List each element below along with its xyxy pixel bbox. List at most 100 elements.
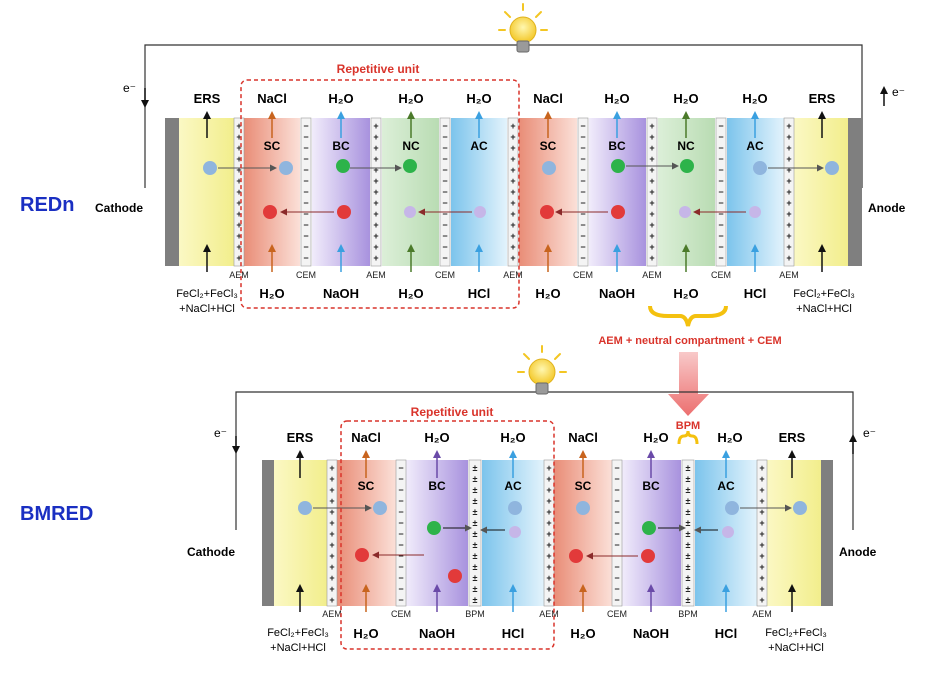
bmred-membrane-charge-mark: ±: [686, 573, 691, 583]
bmred-cathode-plate: [262, 460, 274, 606]
bmred-membrane-charge-mark: −: [614, 595, 619, 605]
redn-membrane-charge-mark: −: [580, 198, 585, 208]
redn-membrane-label-6: CEM: [573, 270, 593, 280]
bmred-ion-row-anions: [298, 501, 807, 515]
redn-ion-oh-4: [680, 159, 694, 173]
bmred-label-ac-2: AC: [717, 479, 735, 493]
redn-membrane-charge-mark: −: [303, 242, 308, 252]
bmred-top-label-6: H₂O: [717, 430, 742, 445]
bmred-membrane-charge-mark: +: [329, 507, 334, 517]
redn-repetitive-unit-box: [240, 79, 520, 309]
bmred-ion-cl-2: [373, 501, 387, 515]
redn-bottom-label-3: H₂O: [398, 286, 423, 301]
redn-label-sc-2: SC: [540, 139, 557, 153]
redn-membrane-charge-mark: +: [373, 165, 378, 175]
bmred-membrane-charge-mark: −: [398, 540, 403, 550]
redn-membrane-charge-mark: +: [236, 143, 241, 153]
redn-feed-left-line-1: FeCl₂+FeCl₃: [176, 288, 238, 300]
redn-ion-h-2: [474, 206, 486, 218]
redn-membrane-charge-mark: −: [580, 242, 585, 252]
redn-membrane-charge-mark: −: [442, 165, 447, 175]
redn-membrane-charge-mark: −: [580, 187, 585, 197]
redn-membrane-cem-4: [439, 117, 451, 267]
redn-stack: e⁻ e⁻ +++++++++++++−−−−−−−−−−−−−++++++++…: [20, 3, 906, 315]
redn-compartment-bc-2: [589, 118, 646, 266]
redn-membrane-charge-mark: +: [649, 154, 654, 164]
redn-light-bulb-icon: [498, 3, 548, 53]
redn-membrane-charge-mark: +: [649, 242, 654, 252]
redn-ion-cl-1: [203, 161, 217, 175]
bmred-membrane-charge-mark: +: [759, 595, 764, 605]
bmred-membrane-charge-mark: ±: [473, 485, 478, 495]
redn-membrane-charge-mark: +: [510, 176, 515, 186]
redn-membrane-charge-mark: +: [786, 198, 791, 208]
redn-ion-h-4: [749, 206, 761, 218]
redn-membrane-charge-mark: −: [442, 220, 447, 230]
bmred-membrane-charge-mark: +: [759, 562, 764, 572]
redn-membrane-charge-mark: +: [510, 220, 515, 230]
bmred-membrane-charge-mark: ±: [686, 507, 691, 517]
redn-membrane-cem-2: [300, 117, 312, 267]
redn-membrane-charge-mark: +: [373, 132, 378, 142]
bmred-membrane-charge-mark: −: [398, 573, 403, 583]
bmred-membrane-charge-mark: +: [546, 540, 551, 550]
bmred-membrane-charge-mark: ±: [686, 463, 691, 473]
redn-membrane-charge-mark: −: [442, 176, 447, 186]
bmred-ers-left: [274, 460, 327, 606]
redn-membrane-label-7: AEM: [642, 270, 662, 280]
redn-electron-label-left: e⁻: [123, 81, 136, 95]
bmred-membrane-label-4: AEM: [539, 609, 559, 619]
redn-membrane-charge-mark: −: [718, 143, 723, 153]
bmred-membranes: +++++++++++++−−−−−−−−−−−−−±±±±±±±±±±±±±+…: [326, 459, 768, 607]
redn-membrane-charge-mark: +: [786, 242, 791, 252]
redn-membrane-charge-mark: +: [373, 143, 378, 153]
bmred-membrane-charge-mark: +: [329, 474, 334, 484]
redn-membrane-charge-mark: +: [373, 209, 378, 219]
redn-cathode-label: Cathode: [95, 201, 143, 215]
redn-membrane-charge-mark: +: [236, 154, 241, 164]
bmred-top-label-4: NaCl: [568, 430, 598, 445]
bmred-label-ac-1: AC: [504, 479, 522, 493]
bmred-ion-cl-1: [298, 501, 312, 515]
redn-membrane-charge-mark: +: [649, 209, 654, 219]
redn-membrane-charge-mark: +: [373, 121, 378, 131]
redn-membrane-charge-mark: +: [236, 220, 241, 230]
redn-external-circuit: [144, 44, 863, 188]
bmred-title: BMRED: [20, 503, 93, 525]
redn-membrane-charge-mark: −: [303, 231, 308, 241]
redn-ion-row-cations: [263, 205, 761, 219]
redn-label-bc-2: BC: [608, 139, 626, 153]
redn-membrane-charge-mark: +: [649, 187, 654, 197]
redn-membrane-charge-mark: +: [786, 143, 791, 153]
redn-label-ac-2: AC: [746, 139, 764, 153]
bmred-stack: e⁻ e⁻ +++++++++++++−−−−−−−−−−−−−±±±±±±±±…: [20, 345, 877, 654]
bpm-callout-label: BPM: [676, 420, 700, 432]
bmred-top-label-5: H₂O: [643, 430, 668, 445]
bmred-membrane-charge-mark: +: [546, 485, 551, 495]
redn-bottom-label-1: H₂O: [259, 286, 284, 301]
bmred-membrane-charge-mark: +: [329, 562, 334, 572]
bmred-ion-oh-1: [427, 521, 441, 535]
redn-top-label-5: NaCl: [533, 91, 563, 106]
bmred-membrane-cem-5: [611, 459, 623, 607]
redn-ion-cl-3: [542, 161, 556, 175]
redn-membrane-charge-mark: +: [236, 242, 241, 252]
redn-membrane-charge-mark: +: [510, 253, 515, 263]
redn-membrane-charge-mark: −: [580, 154, 585, 164]
bmred-cathode-label: Cathode: [187, 545, 235, 559]
redn-membrane-charge-mark: +: [373, 176, 378, 186]
redn-bottom-label-8: HCl: [744, 286, 766, 301]
redn-membrane-cem-6: [577, 117, 589, 267]
redn-membrane-charge-mark: −: [718, 165, 723, 175]
bmred-membrane-charge-mark: +: [546, 507, 551, 517]
redn-membrane-charge-mark: +: [649, 176, 654, 186]
redn-membrane-charge-mark: +: [236, 231, 241, 241]
redn-membrane-charge-mark: −: [442, 242, 447, 252]
redn-membrane-charge-mark: +: [786, 253, 791, 263]
bmred-ion-na-3: [569, 549, 583, 563]
bmred-anode-plate: [821, 460, 833, 606]
bmred-membrane-charge-mark: ±: [686, 551, 691, 561]
redn-membrane-charge-mark: +: [236, 187, 241, 197]
redn-membrane-charge-mark: −: [580, 165, 585, 175]
